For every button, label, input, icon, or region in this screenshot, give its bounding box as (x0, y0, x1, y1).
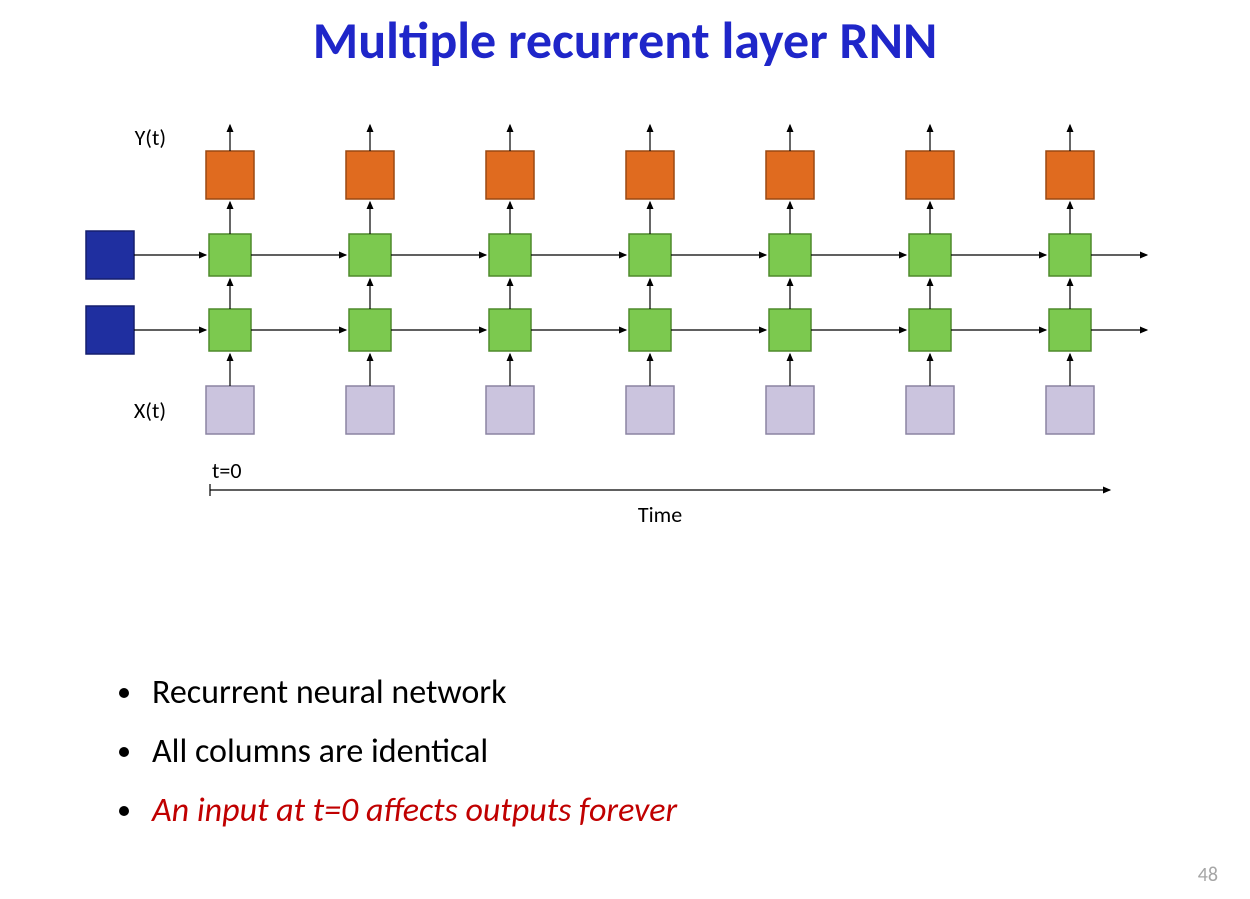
label-t0: t=0 (212, 457, 241, 484)
input-box (206, 386, 254, 434)
output-box (346, 151, 394, 199)
bullet-item: Recurrent neural network (146, 672, 677, 713)
bullet-item: All columns are identical (146, 731, 677, 772)
page-number-text: 48 (1198, 863, 1218, 887)
init-state-box (86, 231, 134, 279)
hidden-box (769, 234, 811, 276)
input-box (766, 386, 814, 434)
hidden-box (1049, 309, 1091, 351)
bullet-list: Recurrent neural network All columns are … (120, 672, 677, 849)
slide-title: Multiple recurrent layer RNN (0, 8, 1250, 72)
label-time: Time (638, 501, 682, 528)
input-box (906, 386, 954, 434)
bullet-text: An input at t=0 affects outputs forever (152, 790, 677, 831)
output-box (906, 151, 954, 199)
hidden-box (629, 234, 671, 276)
label-x: X(t) (134, 397, 166, 424)
slide-title-text: Multiple recurrent layer RNN (313, 8, 937, 72)
hidden-box (909, 234, 951, 276)
hidden-box (209, 309, 251, 351)
init-state-box (86, 306, 134, 354)
output-box (626, 151, 674, 199)
page-number: 48 (1198, 863, 1218, 887)
input-box (486, 386, 534, 434)
bullet-text: Recurrent neural network (152, 672, 507, 713)
hidden-box (489, 309, 531, 351)
hidden-box (909, 309, 951, 351)
output-box (1046, 151, 1094, 199)
input-box (626, 386, 674, 434)
rnn-diagram: Y(t) X(t) t=0 Time (0, 115, 1250, 565)
bullet-item: An input at t=0 affects outputs forever (146, 790, 677, 831)
hidden-box (209, 234, 251, 276)
hidden-box (349, 234, 391, 276)
hidden-box (629, 309, 671, 351)
hidden-box (349, 309, 391, 351)
bullet-text: All columns are identical (152, 731, 488, 772)
input-box (1046, 386, 1094, 434)
input-box (346, 386, 394, 434)
hidden-box (489, 234, 531, 276)
output-box (486, 151, 534, 199)
label-y: Y(t) (135, 124, 166, 151)
output-box (206, 151, 254, 199)
hidden-box (1049, 234, 1091, 276)
output-box (766, 151, 814, 199)
hidden-box (769, 309, 811, 351)
